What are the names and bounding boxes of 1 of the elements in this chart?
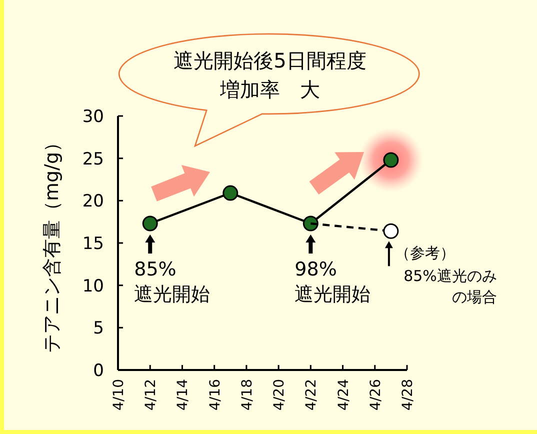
ylabel: テアニン含有量（mg/g） (41, 132, 63, 354)
